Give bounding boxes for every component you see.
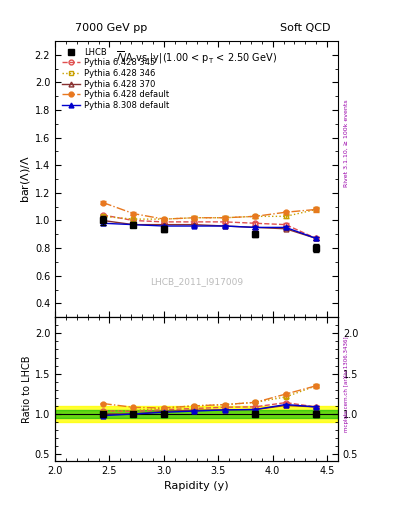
Text: LHCB_2011_I917009: LHCB_2011_I917009 (150, 277, 243, 286)
Text: mcplots.cern.ch [arXiv:1306.3436]: mcplots.cern.ch [arXiv:1306.3436] (344, 336, 349, 432)
Y-axis label: Ratio to LHCB: Ratio to LHCB (22, 355, 32, 423)
Text: $\overline{\Lambda}/\Lambda$ vs |y|(1.00 < p$_{\rm T}$ < 2.50 GeV): $\overline{\Lambda}/\Lambda$ vs |y|(1.00… (116, 49, 277, 66)
Y-axis label: bar($\Lambda$)/$\Lambda$: bar($\Lambda$)/$\Lambda$ (19, 155, 32, 203)
Text: 7000 GeV pp: 7000 GeV pp (75, 23, 147, 33)
Legend: LHCB, Pythia 6.428 345, Pythia 6.428 346, Pythia 6.428 370, Pythia 6.428 default: LHCB, Pythia 6.428 345, Pythia 6.428 346… (59, 45, 172, 113)
Text: Soft QCD: Soft QCD (280, 23, 330, 33)
X-axis label: Rapidity (y): Rapidity (y) (164, 481, 229, 491)
Text: Rivet 3.1.10, ≥ 100k events: Rivet 3.1.10, ≥ 100k events (344, 99, 349, 187)
